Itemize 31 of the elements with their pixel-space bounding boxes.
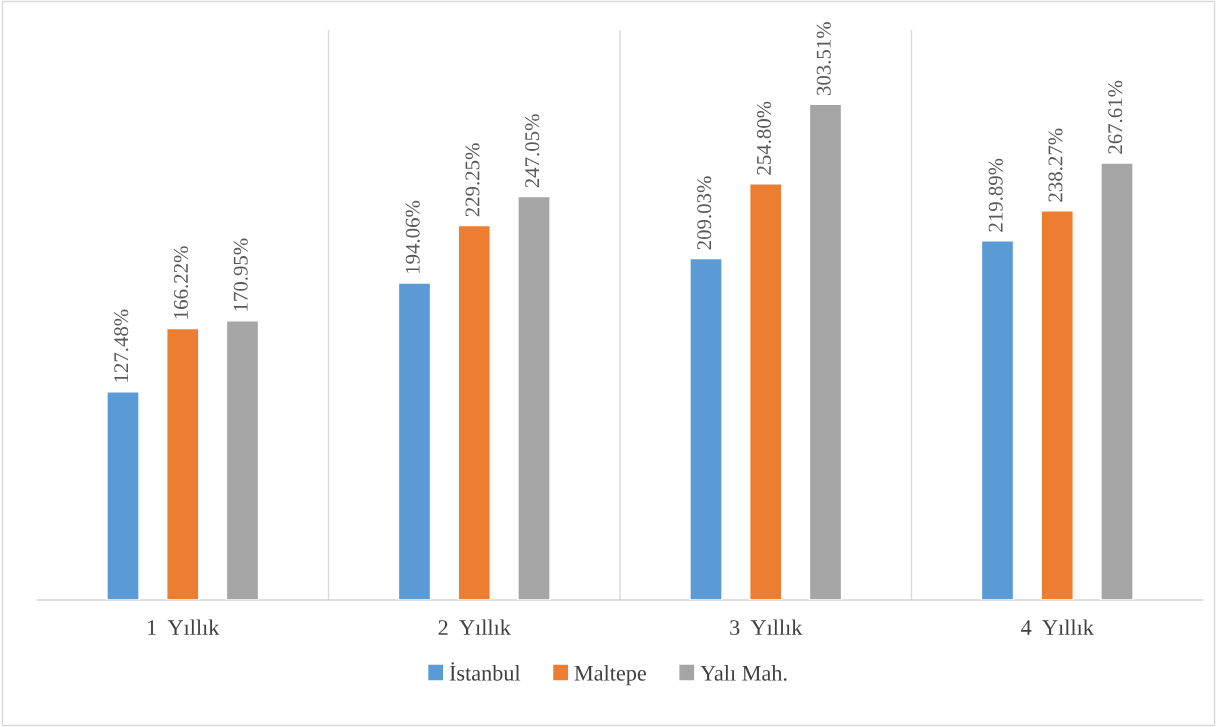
bar	[1040, 210, 1074, 600]
legend-label: İstanbul	[449, 662, 521, 681]
data-label: 170.95%	[233, 238, 248, 311]
data-label: 194.06%	[405, 200, 420, 273]
bar	[225, 320, 260, 600]
legend-label: Maltepe	[574, 665, 646, 686]
data-label: 127.48%	[114, 309, 129, 382]
data-label: 209.03%	[697, 176, 712, 250]
data-label: 267.61%	[1108, 80, 1123, 154]
bar	[808, 103, 843, 600]
x-tick-label: 4 Yıllık	[1021, 619, 1094, 635]
bar	[980, 240, 1015, 600]
x-tick-label: 3 Yıllık	[730, 619, 803, 636]
bar	[689, 257, 723, 600]
data-label: 238.27%	[1048, 128, 1063, 202]
legend-label: Yalı Mah.	[700, 665, 787, 681]
bar	[166, 327, 200, 600]
bar	[749, 183, 783, 600]
data-label: 166.22%	[173, 246, 189, 319]
data-label: 229.25%	[465, 143, 480, 217]
data-label: 219.89%	[988, 158, 1003, 232]
bar	[397, 282, 432, 600]
bar	[1100, 162, 1134, 600]
x-tick-label: 2 Yıllık	[438, 619, 511, 635]
data-label: 303.51%	[816, 22, 831, 96]
data-label: 254.80%	[756, 101, 772, 175]
bar	[106, 391, 140, 600]
bar	[457, 224, 491, 600]
data-label: 247.05%	[525, 114, 540, 188]
bar	[517, 195, 551, 600]
x-tick-label: 1 Yıllık	[148, 619, 220, 635]
